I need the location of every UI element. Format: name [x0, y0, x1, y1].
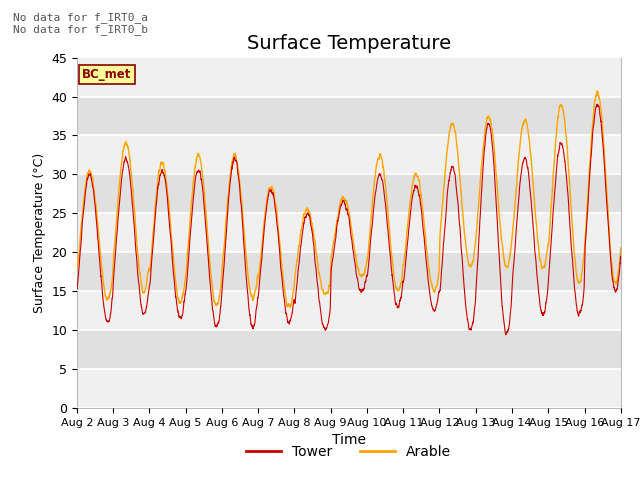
Bar	[77, 135, 621, 174]
Text: BC_met: BC_met	[82, 68, 132, 81]
Title: Surface Temperature: Surface Temperature	[247, 34, 451, 53]
Bar	[77, 252, 621, 291]
Bar	[77, 58, 621, 96]
Bar	[77, 213, 621, 252]
Bar	[77, 330, 621, 369]
Bar	[77, 291, 621, 330]
Bar	[77, 96, 621, 135]
Y-axis label: Surface Temperature (°C): Surface Temperature (°C)	[33, 153, 45, 313]
Bar	[77, 174, 621, 213]
Legend: Tower, Arable: Tower, Arable	[241, 439, 457, 464]
Bar	[77, 369, 621, 408]
Text: No data for f_IRT0_a
No data for f_IRT0_b: No data for f_IRT0_a No data for f_IRT0_…	[13, 12, 148, 36]
X-axis label: Time: Time	[332, 433, 366, 447]
